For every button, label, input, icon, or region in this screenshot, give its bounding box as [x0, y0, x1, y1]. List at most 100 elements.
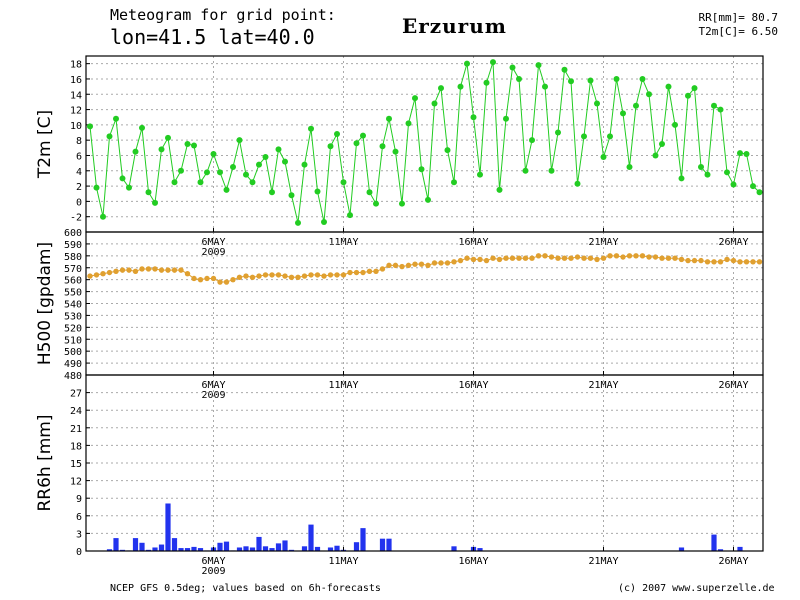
y-tick-label: 15 — [70, 459, 82, 470]
t2m-point — [373, 200, 379, 207]
location-title: Erzurum — [402, 14, 507, 38]
h500-point — [594, 256, 600, 263]
h500-point — [568, 255, 574, 261]
t2m-point — [451, 179, 457, 186]
h500-point — [262, 272, 269, 278]
h500-point — [529, 255, 535, 261]
h500-point — [522, 255, 529, 261]
t2m-point — [503, 115, 509, 122]
h500-point — [620, 254, 626, 260]
h500-point — [321, 273, 327, 279]
t2m-point — [126, 184, 132, 191]
y-tick-label: 9 — [76, 494, 82, 505]
heading-line1: Meteogram for grid point: — [110, 6, 336, 24]
precip-bar — [327, 547, 334, 551]
t2m-point — [360, 132, 366, 139]
h500-point — [750, 259, 756, 265]
t2m-point — [509, 64, 516, 71]
t2m-point — [132, 148, 139, 155]
h500-point — [139, 266, 145, 272]
t2m-point — [548, 167, 555, 174]
y-tick-label: 0 — [76, 547, 82, 558]
t2m-point — [223, 186, 230, 193]
h500-point — [633, 253, 639, 259]
h500-point — [249, 274, 256, 280]
t2m-point — [613, 75, 620, 82]
h500-point — [132, 268, 139, 275]
t2m-point — [665, 83, 672, 90]
t2m-point — [301, 161, 308, 168]
t2m-point — [425, 196, 431, 203]
h500-point — [178, 267, 184, 273]
t2m-point — [483, 79, 490, 86]
h500-point — [405, 262, 412, 269]
h500-point — [360, 269, 366, 276]
precip-bar — [223, 541, 230, 551]
t2m-point — [327, 143, 334, 150]
h500-point — [509, 255, 516, 261]
y-tick-label: 540 — [64, 300, 82, 311]
t2m-point — [711, 102, 717, 109]
t2m-point — [737, 150, 743, 157]
y-tick-label: 16 — [70, 75, 82, 86]
t2m-point — [620, 110, 626, 117]
h500-point — [451, 259, 457, 265]
h500-point — [418, 261, 425, 267]
y-tick-label: 4 — [76, 167, 82, 178]
x-tick-label: 11MAY — [328, 556, 358, 567]
h500-point — [93, 272, 100, 278]
precip-bar — [236, 547, 243, 551]
t2m-point — [444, 147, 451, 154]
t2m-point — [152, 199, 158, 206]
t2m-point — [561, 66, 568, 73]
h500-point — [366, 268, 373, 275]
h500-point — [197, 276, 204, 283]
h500-point — [490, 255, 496, 261]
h500-point — [353, 269, 360, 276]
t2m-point — [418, 166, 425, 173]
h500-point — [698, 257, 704, 264]
t2m-point — [750, 183, 756, 190]
h500-point — [646, 254, 652, 260]
t2m-point — [100, 213, 106, 220]
precip-bar — [451, 546, 457, 551]
t2m-point — [379, 143, 386, 150]
t2m-point — [197, 179, 204, 186]
precip-bar — [269, 548, 275, 551]
h500-point — [477, 256, 483, 263]
h500-point — [574, 254, 581, 260]
h500-point — [126, 267, 132, 273]
t2m-point — [386, 115, 392, 122]
t2m-point — [165, 134, 171, 141]
h500-point — [691, 257, 698, 264]
h500-point — [243, 273, 249, 279]
t2m-point — [204, 169, 210, 176]
x-tick-label: 26MAY — [718, 556, 748, 567]
h500-point — [223, 279, 230, 285]
t2m-point — [282, 158, 288, 165]
h500-point — [106, 269, 113, 276]
precip-bar — [165, 503, 171, 551]
y-tick-label: 6 — [76, 512, 82, 523]
t2m-point — [106, 133, 113, 140]
t2m-point — [724, 169, 730, 176]
h500-point — [464, 255, 470, 261]
h500-point — [548, 254, 555, 260]
y-tick-label: 6 — [76, 151, 82, 162]
t2m-point — [730, 181, 737, 188]
h500-point — [587, 255, 594, 261]
h500-point — [470, 256, 477, 263]
t2m-point — [438, 85, 444, 92]
precip-bar — [711, 534, 717, 551]
h500-point — [483, 257, 490, 264]
h500-point — [204, 275, 210, 282]
t2m-point — [340, 179, 347, 186]
y-tick-label: 18 — [70, 60, 82, 71]
t2m-point — [704, 171, 711, 178]
t2m-point — [639, 75, 646, 82]
precip-bar — [178, 548, 184, 551]
y-tick-label: 12 — [70, 106, 82, 117]
t2m-point — [607, 133, 613, 140]
y-tick-label: 21 — [70, 424, 82, 435]
